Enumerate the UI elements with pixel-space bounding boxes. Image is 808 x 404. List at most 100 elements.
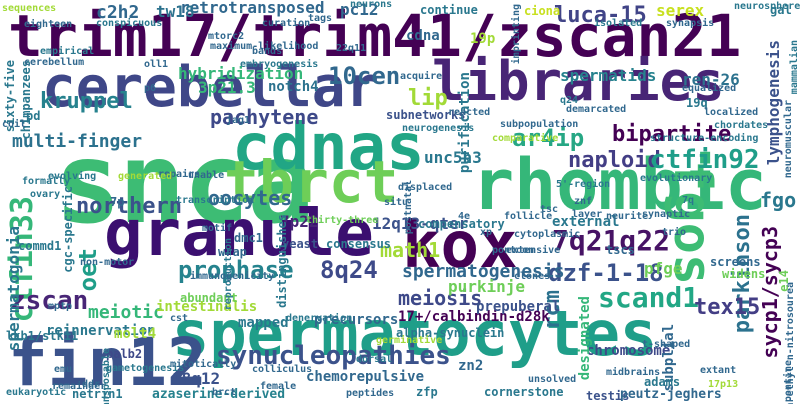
word: clones [514,271,551,282]
word: repairs [158,169,201,180]
word: zfp [416,385,438,399]
word: 19q [686,96,708,110]
word: tw18 [156,2,195,21]
word: 8q24 [320,256,378,284]
word: synucleopathies [216,341,451,371]
word: eighteen [24,19,73,30]
word: designated [577,296,593,381]
word: gametogenesis [106,363,185,374]
word: kruppel [40,89,133,114]
word: xp [480,227,493,238]
word: layer [572,209,603,220]
word: p6 [144,83,157,94]
word: unsolved [528,374,577,385]
word: extensive [506,245,561,256]
word: fin12 [8,324,207,401]
word: unc5h3 [424,148,482,167]
word: subnetworks [386,108,466,122]
word: neurons [350,0,393,10]
word: sycp1/sycp3 [758,226,782,359]
word: external [552,214,620,230]
word: prepuberal [476,299,561,315]
word: cst [170,313,189,324]
word: ddr [82,379,101,390]
word: unable [188,170,225,181]
word: spermatocytes [172,297,658,370]
word: peutz-jeghers [620,387,722,402]
word: synapsis [666,18,715,29]
word: reinnervation [46,323,156,339]
word: transposable [101,348,112,404]
word: math1 [380,238,441,262]
word: germinative [376,335,443,346]
word: reacted [448,107,491,118]
word: colliculus [252,364,313,375]
word: postnatal [403,180,414,235]
word: alpha-synuclein [396,326,505,340]
word: eukaryotic [6,387,67,398]
word: northern [76,194,182,219]
word: displaced [398,182,453,193]
word: pc12 [340,0,379,19]
word: zn2 [458,358,484,374]
word: libraries [432,50,725,113]
word: extant [700,365,737,376]
word: bipartite [612,122,732,147]
word: isolated [594,18,643,29]
word: ren-26 [682,70,740,89]
word: immunogenicity [190,271,275,282]
word: mammalian [789,40,800,95]
word: mitotically [170,359,237,370]
word: mapped [238,315,289,331]
word: multi-finger [12,131,143,152]
word: female [260,381,297,392]
word: follicle [504,211,553,222]
word: ar4ip [512,124,585,152]
word: oet [74,248,102,292]
word: cdna [406,28,440,44]
word: adams [644,375,681,389]
word: luca-15 [554,3,647,28]
word: cdnas [232,111,425,185]
word: dzf-1-18 [548,259,664,287]
word: intestinalis [156,299,258,315]
word: oll1 [144,59,169,70]
word: tbrct [224,148,399,216]
word: purkinje [448,277,526,296]
word: coil [2,119,27,130]
word: neuromuscular [783,100,794,179]
word: 7p22 [280,212,319,231]
word: chemorepulsive [306,369,425,385]
word: neurogenesis [402,123,475,134]
word: midbrains [606,367,661,378]
word: spermatogenesis [402,261,565,282]
word: subpopulation [500,119,579,130]
word: cerebellar [42,55,380,120]
word: peptides [346,388,395,399]
word: ovary [30,189,61,200]
word: 17+/calbindin-d28k [398,309,550,325]
word: synaptic [642,209,691,220]
word: evolving [48,171,97,182]
word: snca [54,119,315,249]
word: neurite [606,211,649,222]
word: trio [662,227,687,238]
word: acquire [400,71,443,82]
word: fgos [662,160,722,286]
word: testis [586,389,630,403]
word: curation [262,18,311,29]
word: thirty-three [306,215,379,226]
word: commd1 [18,239,62,253]
word: motif [202,223,233,234]
word: t-shaped [642,339,691,350]
word: cytoplasmic [514,229,581,240]
word: cgc-specific [61,186,75,273]
word: screens [710,255,761,269]
word: oocytes [208,186,293,210]
word: 19p [470,31,496,47]
word: prophase [178,256,294,284]
word: meiotic [88,302,164,323]
word: 17p13 [708,379,739,390]
word: dmc1 [234,231,263,245]
